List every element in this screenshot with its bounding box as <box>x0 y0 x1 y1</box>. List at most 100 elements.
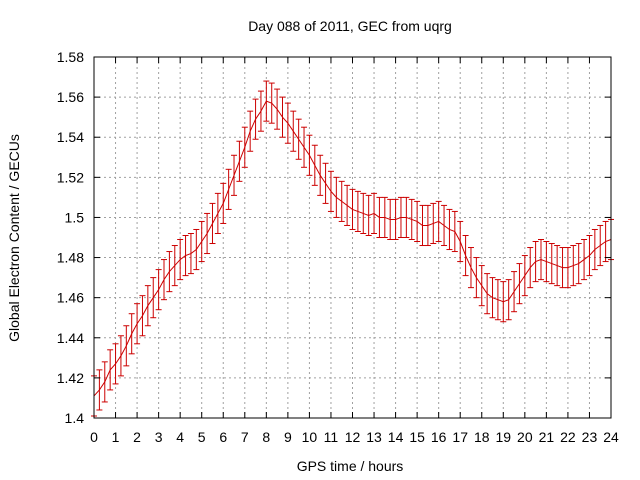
error-bar <box>306 134 313 176</box>
error-bar <box>96 369 103 411</box>
error-bar <box>494 279 501 321</box>
error-bar <box>597 224 604 267</box>
error-bar <box>139 295 146 337</box>
y-tick-label: 1.4 <box>65 410 85 426</box>
x-tick-label: 2 <box>133 429 141 445</box>
error-bar <box>430 202 437 245</box>
error-bar <box>311 144 318 186</box>
error-bar <box>505 279 512 321</box>
error-bar <box>403 196 410 238</box>
error-bar <box>182 234 189 277</box>
error-bar <box>322 162 329 204</box>
error-bar <box>166 251 173 293</box>
x-tick-label: 10 <box>302 429 318 445</box>
error-bar <box>419 204 426 247</box>
error-bar <box>198 220 205 263</box>
error-bar <box>435 200 442 243</box>
x-tick-label: 19 <box>496 429 512 445</box>
error-bar <box>333 176 340 218</box>
error-bar <box>564 247 571 289</box>
x-tick-label: 13 <box>366 429 382 445</box>
error-bar <box>204 212 211 255</box>
y-tick-label: 1.42 <box>57 370 84 386</box>
x-axis-title: GPS time / hours <box>297 458 404 474</box>
error-bar <box>193 228 200 271</box>
error-bar <box>467 247 474 289</box>
error-bar <box>532 241 539 283</box>
y-tick-label: 1.58 <box>57 49 84 65</box>
error-bar <box>354 190 361 232</box>
error-bar <box>150 277 157 319</box>
error-bar <box>220 182 227 224</box>
error-bar <box>225 168 232 210</box>
error-bar <box>252 98 259 140</box>
y-tick-label: 1.52 <box>57 169 84 185</box>
error-bar <box>365 194 372 236</box>
x-tick-label: 3 <box>155 429 163 445</box>
error-bar <box>284 102 291 144</box>
x-tick-label: 24 <box>603 429 619 445</box>
error-bar <box>349 188 356 230</box>
error-bar <box>344 184 351 226</box>
error-bar <box>290 110 297 152</box>
y-axis-title: Global Electron Content / GECUs <box>6 134 22 342</box>
error-bar <box>521 255 528 297</box>
error-bar <box>457 220 464 263</box>
y-tick-label: 1.46 <box>57 290 84 306</box>
error-bar <box>489 277 496 319</box>
error-bar <box>451 210 458 253</box>
error-bar <box>570 245 577 287</box>
error-bar <box>500 281 507 323</box>
x-tick-label: 6 <box>219 429 227 445</box>
error-bar <box>134 303 141 345</box>
error-bar <box>101 361 108 403</box>
error-bar <box>527 247 534 289</box>
error-bar <box>408 198 415 241</box>
error-bar <box>209 202 216 245</box>
error-bar <box>473 257 480 299</box>
y-tick-label: 1.44 <box>57 330 84 346</box>
error-bar <box>381 196 388 238</box>
error-bar <box>317 154 324 196</box>
grid <box>94 57 611 418</box>
x-tick-label: 4 <box>176 429 184 445</box>
x-tick-label: 9 <box>284 429 292 445</box>
error-bar <box>511 271 518 313</box>
error-bar <box>301 126 308 168</box>
error-bar <box>371 192 378 234</box>
error-bar <box>144 285 151 327</box>
error-bar <box>117 335 124 377</box>
error-bar <box>586 234 593 277</box>
error-bar <box>537 239 544 281</box>
error-bar <box>392 198 399 241</box>
error-bar <box>128 313 135 355</box>
x-tick-label: 22 <box>560 429 576 445</box>
error-bar <box>236 140 243 182</box>
error-bar <box>155 269 162 311</box>
x-tick-label: 1 <box>112 429 120 445</box>
ticks: 0 1 2 3 4 5 6 7 8 9 10 11 12 13 14 15 16 17 18 19 20 21 22 23 24… <box>57 49 619 445</box>
error-bar <box>446 208 453 251</box>
error-bar <box>484 273 491 315</box>
error-bar <box>397 196 404 238</box>
x-tick-label: 8 <box>262 429 270 445</box>
y-tick-label: 1.5 <box>65 209 85 225</box>
error-bar <box>424 204 431 247</box>
x-tick-label: 17 <box>452 429 468 445</box>
x-tick-label: 5 <box>198 429 206 445</box>
x-tick-label: 15 <box>409 429 425 445</box>
x-tick-label: 14 <box>388 429 404 445</box>
error-bar <box>295 118 302 160</box>
error-bar <box>441 204 448 247</box>
error-bar <box>543 241 550 283</box>
error-bar <box>123 325 130 367</box>
x-tick-label: 7 <box>241 429 249 445</box>
error-bar <box>360 192 367 234</box>
error-bar <box>171 245 178 287</box>
x-tick-label: 20 <box>517 429 533 445</box>
x-tick-label: 21 <box>539 429 555 445</box>
error-bar <box>376 196 383 238</box>
error-bar <box>257 90 264 132</box>
error-bar <box>107 349 114 391</box>
